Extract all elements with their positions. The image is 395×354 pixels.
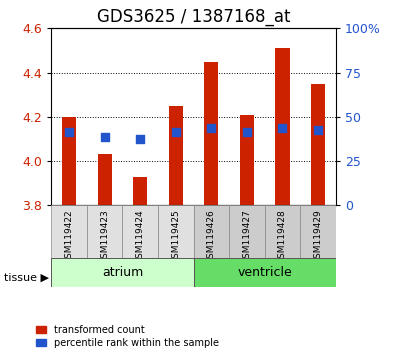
Title: GDS3625 / 1387168_at: GDS3625 / 1387168_at — [97, 8, 290, 25]
Bar — [169, 106, 183, 205]
Legend: transformed count, percentile rank within the sample: transformed count, percentile rank withi… — [36, 325, 219, 348]
Text: ventricle: ventricle — [237, 266, 292, 279]
Text: GSM119424: GSM119424 — [136, 210, 145, 264]
Text: GSM119425: GSM119425 — [171, 210, 180, 264]
Point — [102, 134, 108, 139]
Point — [137, 136, 143, 142]
Point — [315, 127, 321, 133]
Point — [279, 125, 286, 131]
Point — [208, 125, 214, 131]
Text: GSM119426: GSM119426 — [207, 210, 216, 264]
Bar — [133, 177, 147, 205]
Bar — [194, 258, 336, 287]
Bar — [194, 205, 229, 258]
Bar — [62, 117, 76, 205]
Text: GSM119422: GSM119422 — [65, 210, 73, 264]
Text: GSM119427: GSM119427 — [243, 210, 251, 264]
Bar — [51, 258, 194, 287]
Text: GSM119429: GSM119429 — [314, 210, 322, 264]
Bar — [158, 205, 194, 258]
Text: atrium: atrium — [102, 266, 143, 279]
Point — [173, 130, 179, 135]
Bar — [311, 84, 325, 205]
Bar — [204, 62, 218, 205]
Bar — [229, 205, 265, 258]
Bar — [240, 115, 254, 205]
Bar — [275, 48, 290, 205]
Point — [244, 130, 250, 135]
Bar — [51, 205, 87, 258]
Text: tissue ▶: tissue ▶ — [4, 273, 49, 283]
Text: GSM119423: GSM119423 — [100, 210, 109, 264]
Bar — [87, 205, 122, 258]
Bar — [265, 205, 300, 258]
Bar — [98, 154, 112, 205]
Bar — [122, 205, 158, 258]
Point — [66, 130, 72, 135]
Text: GSM119428: GSM119428 — [278, 210, 287, 264]
Bar — [300, 205, 336, 258]
